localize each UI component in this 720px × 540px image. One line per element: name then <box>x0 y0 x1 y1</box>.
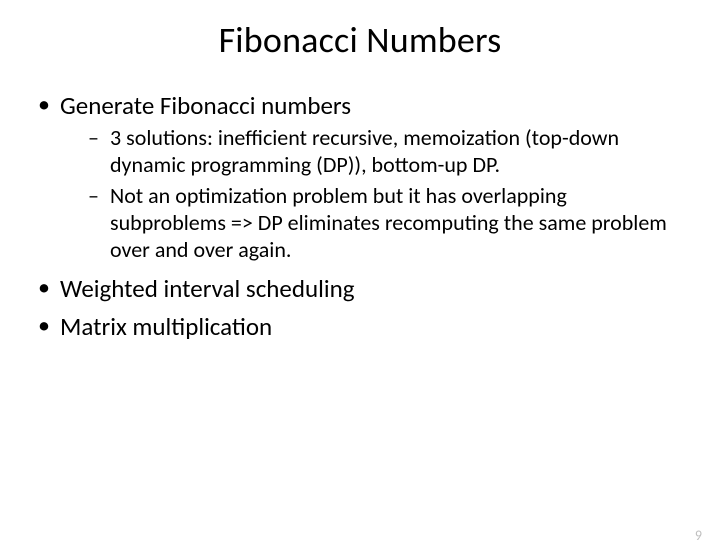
bullet-item: Generate Fibonacci numbers 3 solutions: … <box>36 90 680 263</box>
slide-title: Fibonacci Numbers <box>0 18 720 62</box>
bullet-item: Matrix multiplication <box>36 311 680 342</box>
bullet-text: Matrix multiplication <box>60 311 272 342</box>
page-number: 9 <box>695 527 702 540</box>
sub-bullet-item: 3 solutions: inefficient recursive, memo… <box>88 125 680 179</box>
sub-bullet-item: Not an optimization problem but it has o… <box>88 183 680 263</box>
slide-content: Generate Fibonacci numbers 3 solutions: … <box>0 90 720 342</box>
sub-bullet-text: Not an optimization problem but it has o… <box>110 182 667 263</box>
bullet-text: Weighted interval scheduling <box>60 273 355 304</box>
sub-bullet-list: 3 solutions: inefficient recursive, memo… <box>60 125 680 263</box>
bullet-item: Weighted interval scheduling <box>36 273 680 304</box>
bullet-text: Generate Fibonacci numbers <box>60 90 351 121</box>
slide: Fibonacci Numbers Generate Fibonacci num… <box>0 18 720 540</box>
bullet-list: Generate Fibonacci numbers 3 solutions: … <box>36 90 680 342</box>
sub-bullet-text: 3 solutions: inefficient recursive, memo… <box>110 124 619 178</box>
